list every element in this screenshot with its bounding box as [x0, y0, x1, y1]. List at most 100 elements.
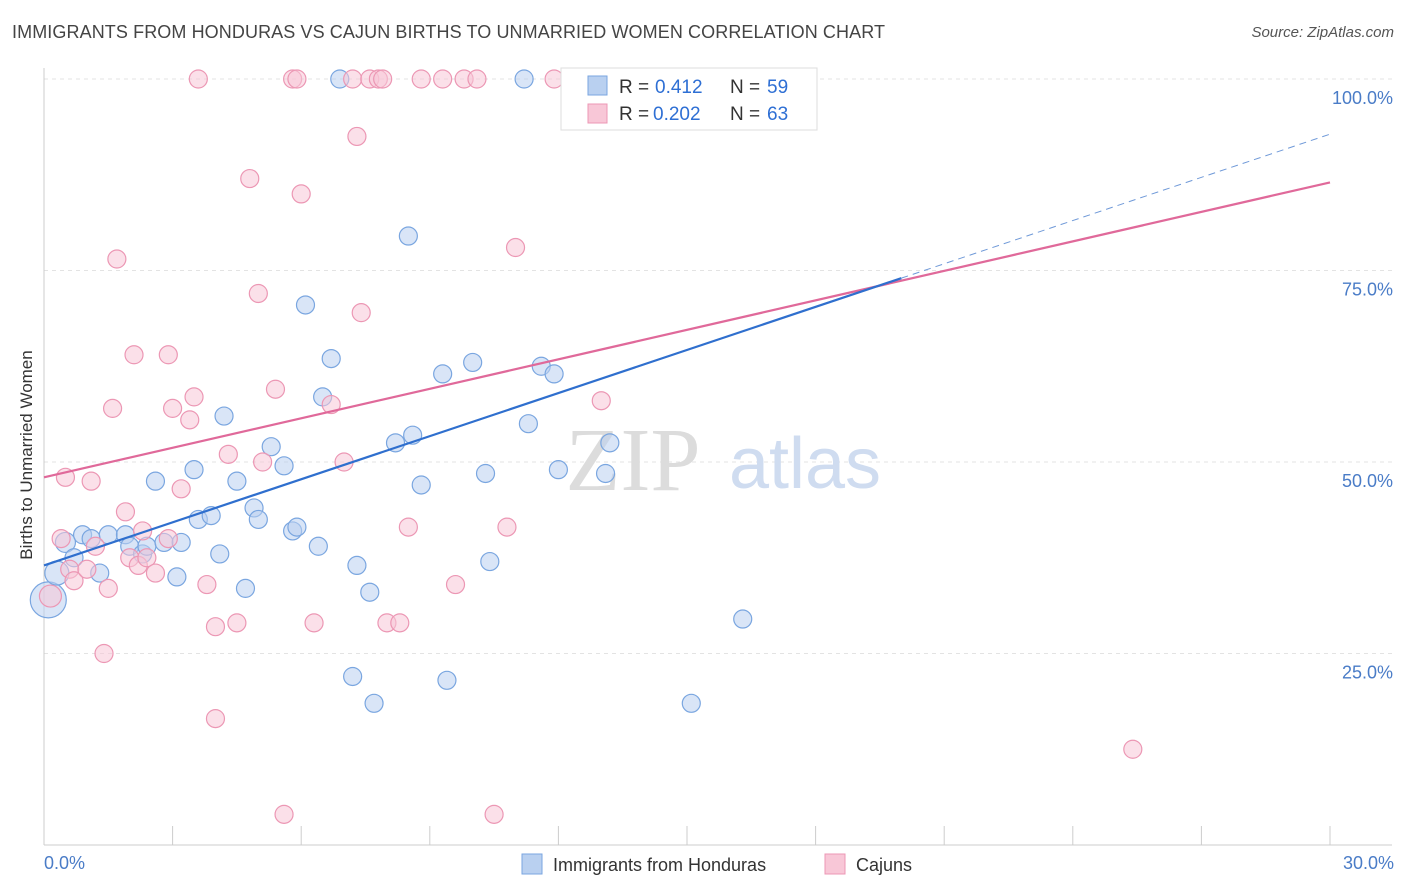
point-0-32 — [321, 348, 341, 369]
point-1-21 — [163, 398, 183, 418]
x-tick-labels: 0.0% 30.0% — [44, 853, 1394, 873]
y-tick-label-2: 50.0% — [1342, 471, 1393, 491]
legend-swatch-honduras — [587, 75, 608, 96]
point-0-48 — [518, 414, 538, 434]
bottom-legend: Immigrants from Honduras Cajuns — [521, 853, 912, 875]
trend-lines — [43, 133, 1331, 567]
point-0-53 — [595, 463, 616, 484]
point-1-12 — [115, 502, 136, 522]
point-0-37 — [364, 693, 384, 713]
point-0-50 — [544, 364, 564, 384]
point-1-16 — [132, 521, 153, 541]
point-0-44 — [463, 352, 483, 373]
point-1-50 — [398, 517, 418, 537]
legend-r-label-cajuns: R = — [619, 104, 649, 125]
legend-swatch-cajuns — [587, 103, 608, 124]
point-0-16 — [184, 460, 204, 480]
point-1-30 — [227, 613, 247, 633]
point-1-20 — [158, 345, 178, 365]
point-1-26 — [197, 574, 217, 595]
legend: R = 0.412 N = 59 R = 0.202 N = 63 — [560, 67, 818, 131]
point-0-24 — [248, 509, 268, 530]
point-0-36 — [360, 582, 380, 602]
point-1-22 — [171, 479, 191, 499]
source-label: Source: ZipAtlas.com — [1251, 24, 1394, 41]
point-1-6 — [81, 471, 101, 491]
point-1-33 — [253, 452, 273, 472]
point-0-34 — [343, 666, 363, 687]
point-0-22 — [235, 578, 256, 598]
point-0-21 — [227, 471, 247, 491]
point-1-10 — [102, 398, 123, 418]
gridlines — [44, 78, 1392, 654]
point-0-28 — [287, 517, 307, 537]
point-1-34 — [265, 379, 286, 399]
point-1-52 — [433, 69, 453, 89]
point-0-14 — [167, 567, 187, 587]
y-axis-title: Births to Unmarried Women — [17, 350, 36, 559]
point-1-38 — [291, 184, 311, 204]
axes — [43, 68, 1392, 846]
point-1-58 — [505, 237, 526, 258]
point-0-43 — [437, 670, 457, 690]
point-1-56 — [484, 804, 504, 824]
trend-line-cajuns — [43, 181, 1331, 479]
bottom-legend-swatch-cajuns — [824, 853, 846, 875]
point-1-47 — [373, 69, 393, 89]
point-0-26 — [274, 456, 294, 476]
legend-r-label-honduras: R = — [619, 77, 649, 98]
point-1-42 — [343, 69, 363, 89]
point-1-35 — [274, 804, 294, 824]
bottom-legend-swatch-honduras — [521, 853, 543, 875]
point-1-31 — [240, 168, 260, 189]
point-1-29 — [218, 444, 238, 464]
legend-n-label-cajuns: N = — [730, 104, 760, 125]
point-1-55 — [467, 69, 487, 89]
point-1-57 — [497, 517, 517, 537]
point-1-0 — [38, 584, 63, 608]
legend-n-value-cajuns: 63 — [767, 104, 788, 125]
trend-line-honduras — [43, 277, 902, 567]
point-1-32 — [248, 283, 268, 304]
legend-r-value-honduras: 0.412 — [655, 77, 703, 98]
point-0-58 — [733, 609, 753, 629]
point-1-51 — [411, 69, 431, 89]
point-1-39 — [304, 613, 324, 633]
point-0-38 — [385, 433, 406, 453]
point-1-9 — [98, 578, 118, 598]
point-1-5 — [77, 559, 97, 579]
point-1-59 — [544, 69, 564, 89]
y-tick-labels: 100.0% 75.0% 50.0% 25.0% — [1332, 88, 1393, 683]
point-1-1 — [51, 528, 71, 549]
legend-r-value-cajuns: 0.202 — [653, 104, 701, 125]
point-1-19 — [158, 528, 178, 549]
point-0-30 — [308, 536, 328, 556]
point-0-46 — [480, 551, 500, 572]
point-1-27 — [205, 617, 226, 637]
watermark-zip: ZIP — [566, 411, 701, 510]
point-1-4 — [64, 571, 84, 591]
point-0-25 — [261, 437, 281, 457]
point-0-29 — [295, 295, 316, 315]
point-1-44 — [351, 303, 371, 323]
point-0-20 — [214, 406, 234, 426]
point-0-39 — [398, 226, 418, 246]
point-1-8 — [94, 643, 114, 664]
point-0-12 — [145, 471, 166, 491]
point-0-35 — [347, 555, 367, 576]
y-tick-label-0: 100.0% — [1332, 88, 1393, 108]
point-1-11 — [107, 249, 127, 269]
point-1-53 — [445, 574, 466, 595]
trend-line-honduras-extension — [901, 133, 1331, 279]
y-tick-label-1: 75.0% — [1342, 280, 1393, 300]
point-1-25 — [188, 69, 208, 89]
point-1-49 — [390, 613, 410, 633]
point-1-23 — [180, 410, 200, 430]
point-1-24 — [184, 387, 204, 407]
point-1-37 — [287, 69, 307, 89]
point-0-19 — [210, 544, 230, 564]
legend-n-value-honduras: 59 — [767, 77, 788, 98]
point-1-62 — [1123, 739, 1143, 759]
point-0-51 — [548, 460, 569, 480]
